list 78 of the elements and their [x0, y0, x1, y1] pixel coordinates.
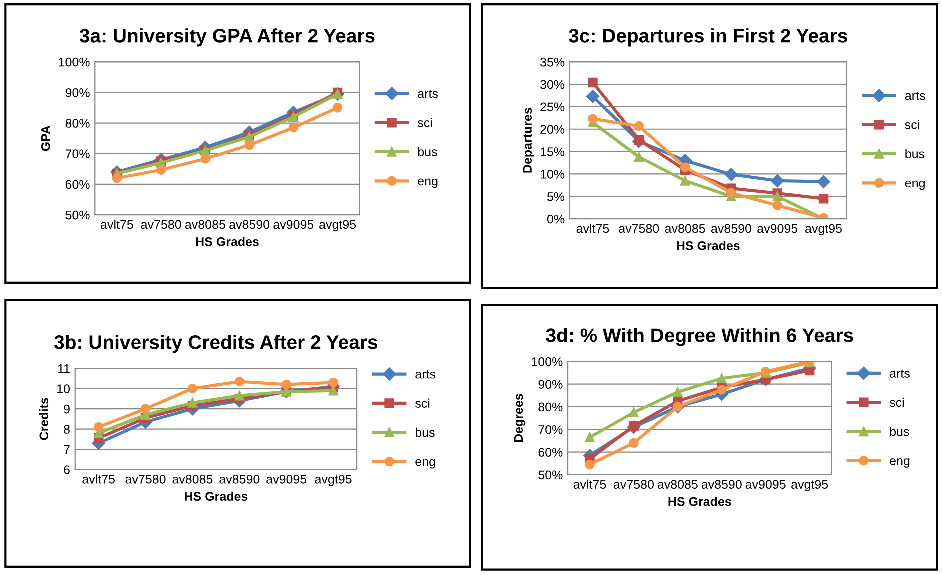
- y-tick-label: 60%: [538, 448, 563, 457]
- y-tick-label: 25%: [540, 102, 565, 112]
- y-tick-label: 20%: [540, 125, 565, 134]
- chart-title: 3a: University GPA After 2 Years: [80, 28, 375, 47]
- legend-label: eng: [890, 458, 910, 468]
- x-tick-label: avlt75: [101, 220, 134, 230]
- y-tick-label: 90%: [538, 380, 563, 389]
- y-tick-label: 90%: [66, 88, 90, 98]
- y-tick-label: 7: [64, 445, 70, 454]
- legend-label: arts: [890, 370, 910, 378]
- x-tick-label: av9095: [274, 220, 314, 230]
- y-tick-label: 100%: [532, 357, 563, 366]
- x-tick-label: av8590: [220, 474, 260, 484]
- legend-label: bus: [418, 147, 438, 157]
- chart-title: 3d: % With Degree Within 6 Years: [546, 328, 854, 346]
- x-axis-title: HS Grades: [185, 492, 248, 502]
- y-tick-label: 80%: [538, 402, 563, 412]
- x-tick-label: av9095: [758, 224, 798, 234]
- chart-title: 3b: University Credits After 2 Years: [54, 335, 378, 354]
- legend-label: sci: [905, 120, 920, 130]
- y-tick-label: 60%: [66, 180, 90, 190]
- x-axis-title: HS Grades: [196, 237, 259, 246]
- x-tick-label: avlt75: [576, 224, 610, 234]
- x-tick-label: av8085: [172, 474, 213, 484]
- legend-label: bus: [416, 428, 435, 438]
- y-tick-label: 30%: [540, 80, 565, 90]
- x-tick-label: avlt75: [574, 480, 606, 489]
- y-tick-label: 0%: [547, 214, 565, 224]
- x-tick-label: avgt95: [320, 220, 356, 232]
- y-tick-label: 80%: [66, 119, 90, 128]
- y-axis-title: Credits: [39, 398, 49, 440]
- x-tick-label: av7580: [614, 480, 654, 489]
- legend-label: arts: [416, 370, 436, 379]
- y-axis-title: GPA: [41, 126, 50, 152]
- x-tick-label: avgt95: [806, 224, 842, 236]
- x-tick-label: avgt95: [792, 480, 828, 492]
- x-tick-label: av8590: [702, 480, 742, 489]
- y-tick-label: 15%: [540, 148, 565, 156]
- legend-label: sci: [416, 398, 430, 408]
- x-tick-label: av8590: [230, 220, 270, 230]
- x-tick-label: av8590: [711, 224, 752, 234]
- x-tick-label: avgt95: [315, 474, 352, 486]
- legend-label: arts: [418, 90, 438, 98]
- y-tick-label: 50%: [66, 210, 90, 220]
- legend-label: arts: [905, 92, 926, 100]
- y-axis-title: Degrees: [514, 394, 526, 442]
- legend-label: bus: [906, 149, 925, 159]
- x-tick-label: av8085: [185, 220, 226, 230]
- y-tick-label: 11: [58, 364, 70, 374]
- y-tick-label: 5%: [547, 192, 565, 202]
- x-tick-label: av9095: [266, 474, 307, 484]
- legend-label: eng: [418, 178, 438, 188]
- x-tick-label: avlt75: [82, 474, 115, 484]
- x-tick-label: av9095: [746, 480, 786, 489]
- y-tick-label: 9: [64, 404, 70, 414]
- y-tick-label: 10: [58, 384, 70, 394]
- legend-label: sci: [890, 398, 904, 408]
- legend-label: sci: [418, 118, 432, 128]
- legend-label: eng: [416, 459, 436, 469]
- x-tick-label: av8085: [658, 480, 698, 489]
- x-tick-label: av7580: [141, 220, 182, 230]
- y-tick-label: 70%: [66, 150, 90, 159]
- y-tick-label: 70%: [538, 425, 563, 434]
- y-tick-label: 8: [64, 425, 70, 434]
- y-axis-title: Departures: [523, 108, 534, 173]
- y-tick-label: 50%: [538, 470, 563, 480]
- y-tick-label: 35%: [540, 58, 565, 67]
- y-tick-label: 10%: [540, 170, 565, 179]
- x-tick-label: av7580: [126, 474, 166, 484]
- x-axis-title: HS Grades: [677, 241, 740, 250]
- y-tick-label: 100%: [59, 58, 90, 67]
- chart-title: 3c: Departures in First 2 Years: [569, 28, 848, 47]
- legend-label: eng: [905, 180, 925, 190]
- legend-label: bus: [890, 427, 910, 436]
- x-tick-label: av7580: [619, 224, 660, 234]
- y-tick-label: 6: [64, 466, 70, 474]
- x-axis-title: HS Grades: [668, 497, 732, 506]
- x-tick-label: av8085: [665, 224, 706, 234]
